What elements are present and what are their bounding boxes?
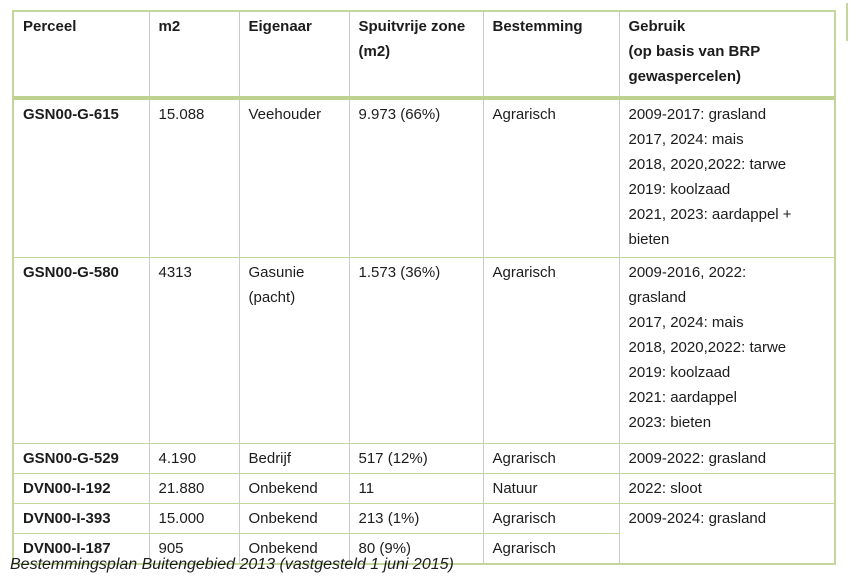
cell-eigenaar: Gasunie (pacht) [238, 256, 350, 444]
cell-spuitvrije-zone: 1.573 (36%) [348, 256, 484, 444]
table-row: GSN00-G-580 4313 Gasunie (pacht) 1.573 (… [12, 256, 836, 444]
cell-perceel: DVN00-I-187 [12, 532, 150, 564]
cell-gebruik: 2009-2017: grasland 2017, 2024: mais 201… [618, 97, 836, 258]
cell-m2: 905 [148, 532, 240, 564]
header-cell-eigenaar: Eigenaar [238, 10, 350, 100]
header-cell-perceel: Perceel [12, 10, 150, 100]
table-row: DVN00-I-393 15.000 Onbekend 213 (1%) Agr… [12, 502, 836, 564]
cell-m2: 4313 [148, 256, 240, 444]
table-header-row: Perceel m2 Eigenaar Spuitvrije zone (m2)… [12, 10, 836, 100]
cell-bestemming: Agrarisch [482, 97, 620, 258]
cell-spuitvrije-zone: 11 [348, 472, 484, 504]
table-row: GSN00-G-529 4.190 Bedrijf 517 (12%) Agra… [12, 442, 836, 474]
cell-spuitvrije-zone: 517 (12%) [348, 442, 484, 474]
cell-m2: 15.088 [148, 97, 240, 258]
cell-m2: 4.190 [148, 442, 240, 474]
cell-eigenaar: Veehouder [238, 97, 350, 258]
cell-bestemming: Natuur [482, 472, 620, 504]
cell-perceel: GSN00-G-615 [12, 97, 150, 258]
cell-perceel: DVN00-I-393 [12, 502, 150, 534]
cell-bestemming: Agrarisch [482, 442, 620, 474]
page-edge-artifact [846, 3, 848, 41]
table-caption: Bestemmingsplan Buitengebied 2013 (vastg… [10, 556, 454, 573]
cell-gebruik: 2022: sloot [618, 472, 836, 504]
table-row: DVN00-I-192 21.880 Onbekend 11 Natuur 20… [12, 472, 836, 504]
cell-bestemming: Agrarisch [482, 256, 620, 444]
table-row: DVN00-I-187 905 Onbekend 80 (9%) Agraris… [12, 532, 835, 564]
cell-eigenaar: Bedrijf [238, 442, 350, 474]
cell-eigenaar: Onbekend [238, 502, 350, 534]
header-cell-bestemming: Bestemming [482, 10, 620, 100]
percelen-table: Perceel m2 Eigenaar Spuitvrije zone (m2)… [12, 10, 836, 565]
header-cell-m2: m2 [148, 10, 240, 100]
header-cell-gebruik: Gebruik (op basis van BRP gewaspercelen) [618, 10, 836, 100]
cell-eigenaar: Onbekend [238, 472, 350, 504]
cell-perceel: GSN00-G-529 [12, 442, 150, 474]
cell-spuitvrije-zone: 9.973 (66%) [348, 97, 484, 258]
header-cell-spuitvrije-zone: Spuitvrije zone (m2) [348, 10, 484, 100]
cell-m2: 21.880 [148, 472, 240, 504]
cell-bestemming: Agrarisch [482, 532, 620, 564]
cell-spuitvrije-zone: 80 (9%) [348, 532, 484, 564]
cell-m2: 15.000 [148, 502, 240, 534]
cell-perceel: DVN00-I-192 [12, 472, 150, 504]
cell-gebruik: 2009-2024: grasland [618, 502, 836, 564]
cell-gebruik: 2009-2016, 2022: grasland 2017, 2024: ma… [618, 256, 836, 444]
table-row: GSN00-G-615 15.088 Veehouder 9.973 (66%)… [12, 97, 836, 258]
cell-gebruik: 2009-2022: grasland [618, 442, 836, 474]
cell-perceel: GSN00-G-580 [12, 256, 150, 444]
cell-spuitvrije-zone: 213 (1%) [348, 502, 484, 534]
cell-bestemming: Agrarisch [482, 502, 620, 534]
